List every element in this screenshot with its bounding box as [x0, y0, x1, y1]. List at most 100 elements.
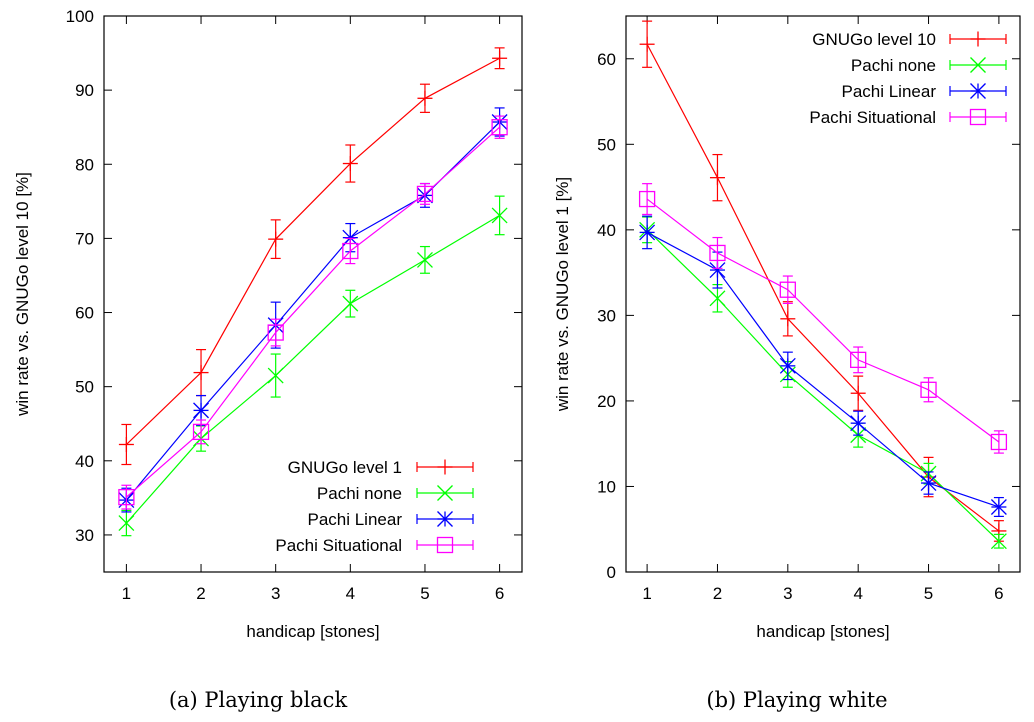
data-point	[342, 295, 359, 312]
data-point	[193, 402, 209, 419]
legend-b: GNUGo level 10 Pachi none Pachi Linear Pach…	[809, 30, 1007, 127]
error-bar	[642, 183, 653, 216]
legend-entry: Pachi none	[317, 484, 474, 503]
error-bar	[345, 237, 356, 265]
legend-label: GNUGo level 10	[812, 30, 936, 49]
series-gnugo-level-1	[118, 47, 508, 466]
data-point	[639, 36, 655, 52]
x-tick-label: 5	[420, 584, 429, 603]
data-point	[920, 475, 937, 491]
legend-marker	[969, 108, 987, 126]
series-pachi-situational	[638, 183, 1008, 454]
x-tick-label: 3	[271, 584, 280, 603]
ticks-b: 0 10 20 30 40 50 60 1 2 3 4 5 6	[597, 16, 1020, 603]
x-axis-label-a: handicap [stones]	[246, 622, 379, 641]
y-tick-label: 30	[75, 526, 94, 545]
x-tick-label: 1	[642, 584, 651, 603]
y-tick-label: 60	[597, 50, 616, 69]
y-tick-label: 70	[75, 229, 94, 248]
data-point	[192, 423, 210, 441]
x-tick-label: 2	[196, 584, 205, 603]
series-line	[646, 43, 1000, 532]
data-point	[193, 365, 209, 381]
legend-label: Pachi none	[851, 56, 936, 75]
legend-entry: GNUGo level 1	[288, 458, 474, 477]
y-tick-label: 60	[75, 304, 94, 323]
x-tick-label: 1	[122, 584, 131, 603]
x-tick-label: 5	[924, 584, 933, 603]
series-line	[125, 126, 501, 498]
data-point	[342, 229, 359, 246]
y-tick-label: 20	[597, 392, 616, 411]
y-tick-label: 50	[75, 378, 94, 397]
data-point	[990, 499, 1007, 515]
legend-a: GNUGo level 1 Pachi none Pachi Linear Pachi…	[275, 458, 474, 555]
legend-marker	[970, 83, 986, 99]
data-point	[492, 50, 508, 66]
x-axis-label-b: handicap [stones]	[756, 622, 889, 641]
series-line	[125, 214, 500, 524]
legend-label: Pachi Linear	[307, 510, 402, 529]
data-point	[990, 533, 1007, 550]
series-pachi-situational	[118, 115, 508, 510]
y-tick-label: 90	[75, 81, 94, 100]
legend-label: GNUGo level 1	[288, 458, 402, 477]
legend-entry: GNUGo level 10	[812, 30, 1007, 49]
legend-marker	[436, 536, 454, 554]
caption-b: (b) Playing white	[706, 688, 887, 712]
x-tick-label: 3	[783, 584, 792, 603]
ticks-a: 30 40 50 60 70 80 90 100 1 2 3 4 5 6	[66, 7, 522, 603]
data-point	[491, 207, 508, 224]
legend-entry: Pachi none	[851, 56, 1007, 75]
data-point	[990, 433, 1008, 451]
legend-entry: Pachi Situational	[275, 536, 474, 555]
x-tick-label: 6	[495, 584, 504, 603]
legend-label: Pachi none	[317, 484, 402, 503]
y-axis-label-b: win rate vs. GNUGo level 1 [%]	[553, 177, 572, 412]
data-point	[850, 415, 867, 432]
data-point	[709, 290, 726, 307]
legend-marker	[437, 485, 453, 501]
data-point	[491, 119, 508, 136]
data-point	[709, 244, 726, 262]
series-layer-b	[638, 20, 1008, 550]
panel-playing-white: 0 10 20 30 40 50 60 1 2 3 4 5 6 GNUGo level 10 Pachi …	[553, 15, 1021, 712]
data-point	[267, 324, 284, 341]
series-line	[646, 231, 1000, 508]
data-point	[416, 185, 434, 203]
data-point	[638, 190, 656, 208]
legend-marker	[970, 57, 986, 73]
y-tick-label: 40	[75, 452, 94, 471]
data-point	[779, 281, 796, 298]
error-bar	[196, 419, 207, 445]
data-point	[779, 357, 796, 374]
plot-area-a	[103, 15, 523, 573]
y-axis-label-a: win rate vs. GNUGo level 10 [%]	[13, 172, 32, 417]
panel-playing-black: 30 40 50 60 70 80 90 100 1 2 3 4 5 6 GNUGo level 1 Pac…	[13, 7, 523, 712]
error-bar	[853, 346, 864, 374]
legend-entry: Pachi Linear	[307, 510, 474, 529]
error-bar	[923, 377, 934, 403]
error-bar	[270, 318, 281, 347]
error-bar	[712, 236, 723, 269]
y-tick-label: 30	[597, 306, 616, 325]
series-line	[125, 121, 501, 501]
data-point	[920, 381, 937, 398]
series-gnugo-level-10	[639, 20, 1007, 542]
series-pachi-linear	[639, 215, 1007, 518]
x-tick-label: 2	[713, 584, 722, 603]
data-point	[268, 231, 284, 247]
data-point	[639, 224, 656, 241]
data-point	[780, 311, 796, 327]
legend-entry: Pachi Situational	[809, 108, 1007, 127]
data-point	[417, 251, 433, 268]
caption-a: (a) Playing black	[169, 688, 348, 712]
series-pachi-none	[118, 195, 508, 537]
data-point	[267, 367, 284, 384]
series-line	[646, 229, 1000, 542]
y-tick-label: 10	[597, 477, 616, 496]
series-line	[125, 57, 500, 445]
data-point	[118, 436, 134, 452]
legend-label: Pachi Situational	[275, 536, 402, 555]
